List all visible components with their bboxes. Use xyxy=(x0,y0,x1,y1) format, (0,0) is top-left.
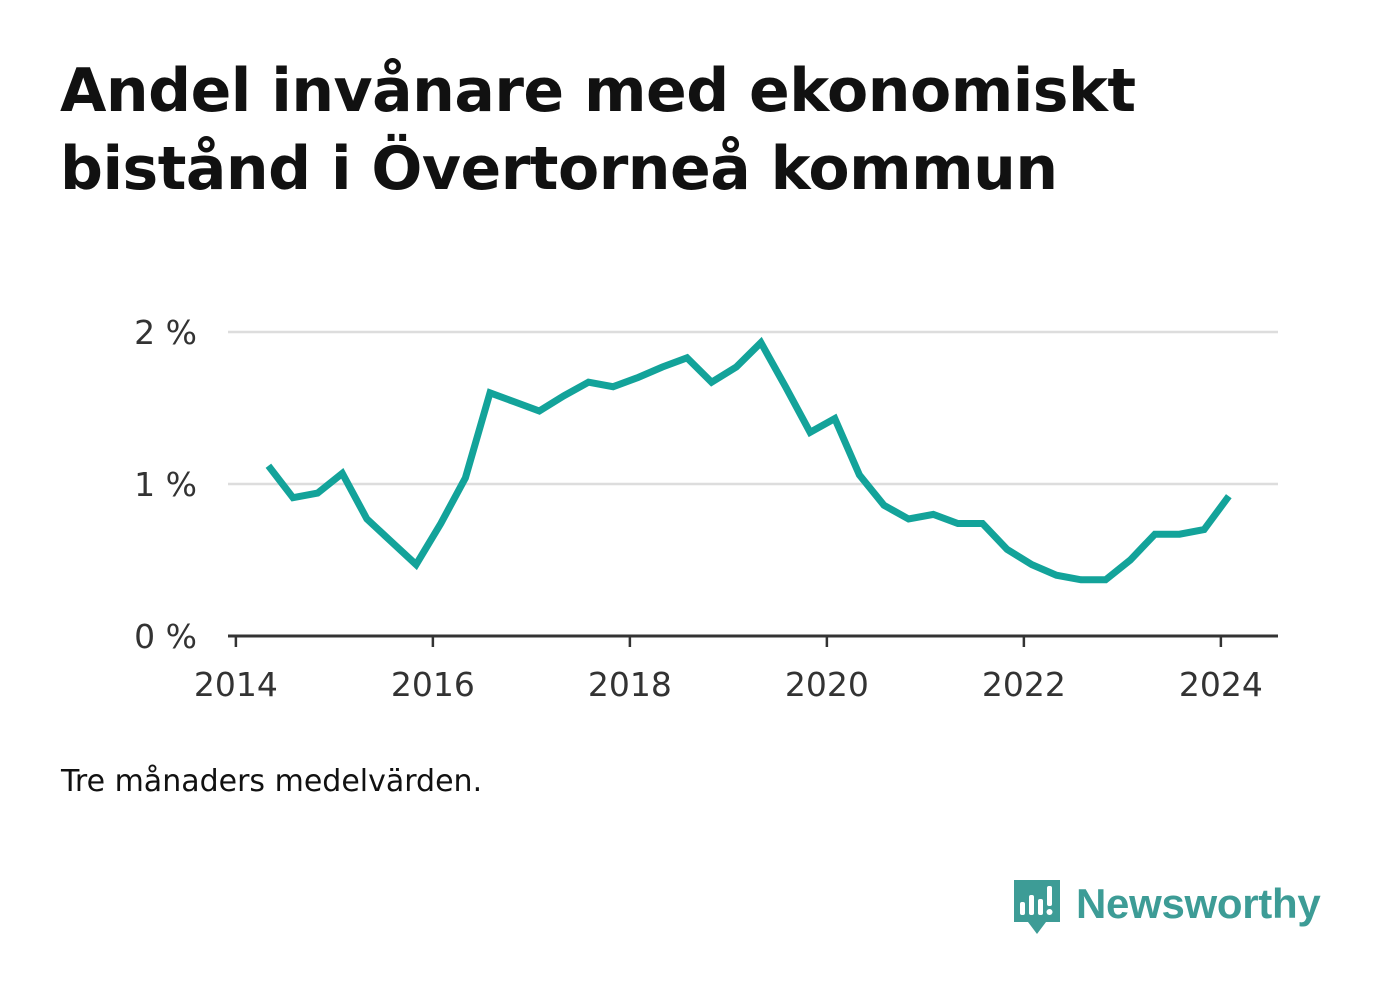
brand-name: Newsworthy xyxy=(1076,880,1321,927)
y-tick-label: 0 % xyxy=(134,617,197,656)
newsworthy-brand[interactable]: Newsworthy xyxy=(1010,876,1321,943)
x-tick-label: 2022 xyxy=(982,665,1066,704)
x-tick-label: 2024 xyxy=(1179,665,1263,704)
x-axis: 2014 2016 2018 2020 2022 2024 xyxy=(194,634,1278,704)
x-tick-label: 2016 xyxy=(391,665,475,704)
series-line-layer xyxy=(265,336,1232,584)
newsworthy-logo-icon xyxy=(1010,876,1064,943)
x-tick-label: 2018 xyxy=(588,665,672,704)
chart-title: Andel invånare med ekonomiskt bistånd i … xyxy=(60,56,1136,204)
gridlines xyxy=(228,330,1278,486)
footnote: Tre månaders medelvärden. xyxy=(61,764,483,799)
series-line xyxy=(265,336,1232,584)
x-tick-label: 2014 xyxy=(194,665,278,704)
y-axis-labels: 0 % 1 % 2 % xyxy=(134,313,197,656)
y-tick-label: 1 % xyxy=(134,465,197,504)
y-tick-label: 2 % xyxy=(134,313,197,352)
x-tick-label: 2020 xyxy=(785,665,869,704)
